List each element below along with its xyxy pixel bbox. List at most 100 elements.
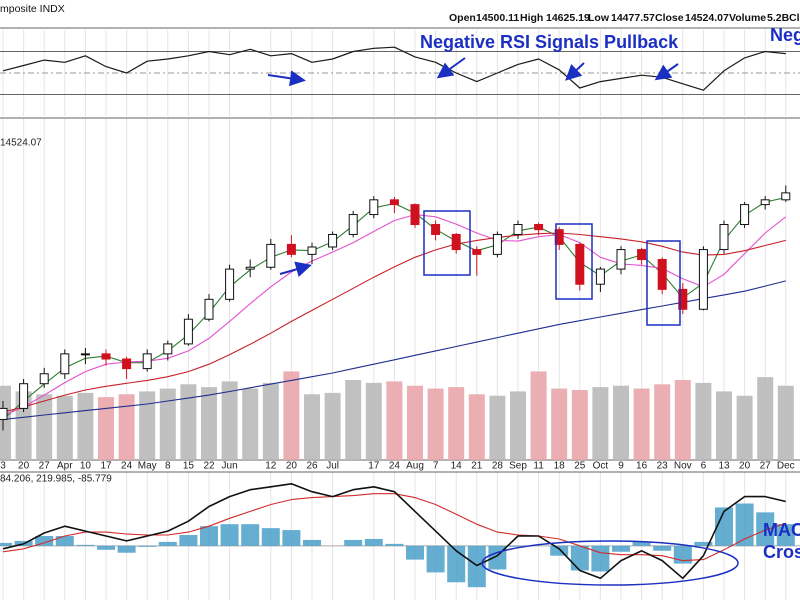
volume-bar bbox=[118, 394, 135, 460]
volume-bar bbox=[386, 381, 403, 460]
histogram-bar bbox=[282, 530, 301, 546]
arrow bbox=[279, 261, 312, 277]
arrow bbox=[267, 70, 306, 87]
volume-bar bbox=[468, 394, 485, 460]
histogram-bar bbox=[344, 539, 363, 546]
x-tick-label: Apr bbox=[57, 461, 73, 472]
histogram-bar bbox=[138, 545, 157, 547]
histogram-bar bbox=[385, 543, 404, 546]
macd-label: 84.206, 219.985, -85.779 bbox=[0, 474, 112, 485]
x-tick-label: 9 bbox=[618, 461, 624, 472]
header-label: Low bbox=[588, 12, 610, 24]
x-tick-label: 28 bbox=[492, 461, 504, 472]
histogram-bar bbox=[406, 545, 424, 560]
header-label: Cl bbox=[789, 12, 800, 24]
x-tick-label: Oct bbox=[593, 461, 609, 472]
macd-line bbox=[2, 483, 786, 580]
candle-body bbox=[678, 288, 688, 310]
x-tick-label: Sep bbox=[509, 461, 527, 472]
x-tick-label: 22 bbox=[203, 461, 215, 472]
volume-bar bbox=[324, 392, 341, 460]
volume-bar bbox=[180, 384, 197, 460]
header-value: 14625.19 bbox=[546, 12, 590, 24]
candle-body bbox=[266, 243, 276, 268]
x-tick-label: 20 bbox=[739, 461, 751, 472]
candle-body bbox=[740, 204, 750, 226]
x-tick-label: 27 bbox=[39, 461, 51, 472]
header-label: High bbox=[520, 12, 543, 24]
candle-body bbox=[554, 229, 564, 245]
x-tick-label: 6 bbox=[701, 461, 707, 472]
x-tick-label: 16 bbox=[636, 461, 648, 472]
arrow bbox=[436, 57, 466, 79]
x-tick-label: 24 bbox=[389, 461, 401, 472]
candle-body bbox=[472, 249, 482, 255]
moving-average bbox=[2, 280, 786, 421]
x-tick-label: 20 bbox=[18, 461, 30, 472]
histogram-bar bbox=[97, 545, 115, 550]
volume-bar bbox=[139, 391, 156, 460]
candle-body bbox=[183, 318, 193, 345]
volume-bar bbox=[77, 392, 94, 460]
x-tick-label: Jun bbox=[222, 461, 238, 472]
arrow bbox=[565, 62, 585, 81]
histogram-bar bbox=[715, 507, 733, 546]
histogram-bar bbox=[158, 541, 177, 546]
arrow bbox=[654, 63, 679, 81]
histogram-bar bbox=[653, 545, 672, 551]
volume-bar bbox=[674, 380, 691, 460]
histogram-bar bbox=[179, 535, 198, 546]
volume-bar bbox=[633, 388, 650, 460]
histogram-bar bbox=[632, 541, 651, 546]
volume-bar bbox=[304, 394, 320, 460]
highlight-ellipse bbox=[481, 540, 739, 586]
ticker: mposite INDX bbox=[0, 3, 65, 15]
x-tick-label: 27 bbox=[760, 461, 772, 472]
histogram-bar bbox=[200, 526, 218, 546]
header-label: Volume bbox=[729, 12, 766, 24]
plot-area: 3 20 27 Apr 10 17 24 May 8 15 22 Jun 12 20 26 Jul 17 24 Au… bbox=[0, 46, 800, 588]
volume-bar bbox=[221, 381, 238, 460]
candle-body bbox=[719, 224, 729, 251]
x-tick-label: 17 bbox=[368, 461, 380, 472]
candle-body bbox=[760, 199, 770, 206]
x-tick-label: Jul bbox=[326, 461, 339, 472]
candle-body bbox=[637, 249, 647, 261]
volume-bar bbox=[56, 395, 73, 460]
signal-line bbox=[2, 493, 786, 562]
header-label: Close bbox=[655, 12, 684, 24]
x-tick-label: 8 bbox=[165, 461, 171, 472]
volume-bar bbox=[695, 382, 712, 460]
x-tick-label: 14 bbox=[451, 461, 463, 472]
candle-body bbox=[534, 224, 544, 231]
x-tick-label: 17 bbox=[100, 461, 112, 472]
volume-bar bbox=[654, 384, 671, 460]
volume-bar bbox=[448, 387, 465, 460]
x-tick-label: 26 bbox=[306, 461, 318, 472]
volume-bar bbox=[530, 371, 547, 460]
candle-body bbox=[698, 249, 708, 310]
highlight-box bbox=[646, 240, 681, 326]
header-value: 14524.07 bbox=[685, 12, 729, 24]
annotations bbox=[267, 57, 739, 586]
x-tick-label: Nov bbox=[674, 461, 692, 472]
candle-body bbox=[39, 373, 49, 385]
candle-body bbox=[163, 343, 173, 355]
histogram-bar bbox=[467, 545, 486, 588]
candle-body bbox=[286, 243, 296, 255]
candle-body bbox=[204, 298, 214, 320]
candle-body bbox=[60, 353, 70, 375]
candle-body bbox=[451, 233, 461, 251]
histogram-bar bbox=[76, 544, 95, 546]
candle-body bbox=[19, 383, 29, 409]
background bbox=[2, 30, 787, 600]
x-tick-label: 21 bbox=[471, 461, 483, 472]
header-value: 14500.11 bbox=[476, 12, 519, 24]
histogram-bar bbox=[55, 536, 74, 546]
x-tick-label: 10 bbox=[80, 461, 92, 472]
candle-body bbox=[616, 249, 626, 270]
candle-body bbox=[101, 353, 111, 360]
x-tick-label: May bbox=[138, 461, 157, 472]
histogram-bar bbox=[0, 542, 12, 546]
